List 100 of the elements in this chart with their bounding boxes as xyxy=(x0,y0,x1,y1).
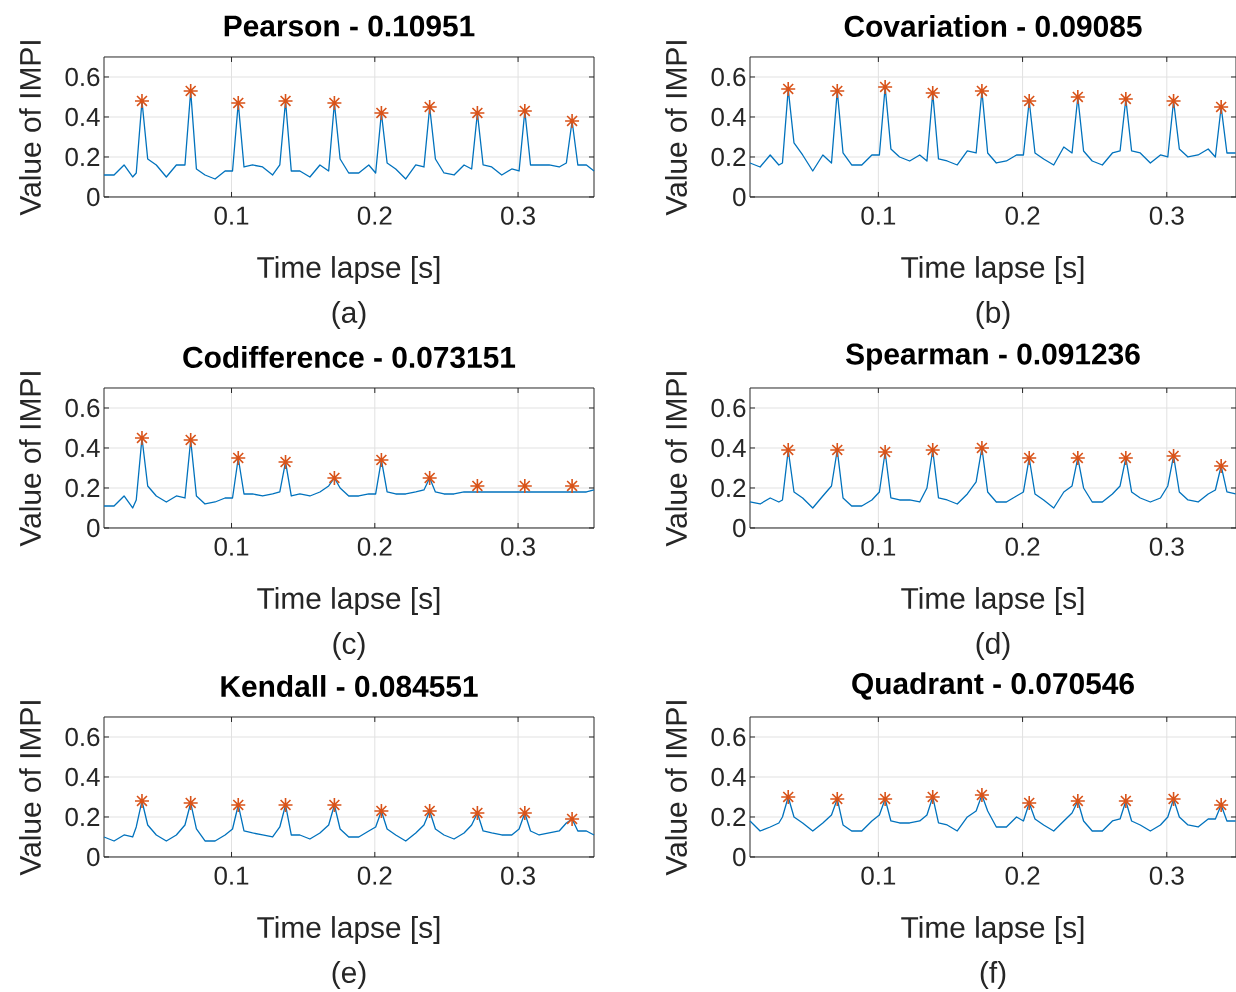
point xyxy=(564,811,580,827)
chart-title: Pearson - 0.10951 xyxy=(224,15,475,37)
point xyxy=(134,793,150,809)
y-axis-title: Value of IMPI xyxy=(19,41,41,216)
point xyxy=(134,93,150,109)
chart-title: Kendall - 0.084551 xyxy=(221,675,478,697)
y-tick-label: 0.6 xyxy=(65,398,100,418)
point xyxy=(517,478,533,494)
point xyxy=(421,99,438,115)
text: (a) xyxy=(332,301,366,329)
y-tick-label: 0.2 xyxy=(711,807,746,827)
point xyxy=(373,452,390,468)
y-tick-label: 0.6 xyxy=(65,727,100,747)
x-tick-label: 0.3 xyxy=(501,537,535,556)
y-axis-title: Value of IMPI xyxy=(665,701,687,876)
point xyxy=(974,83,990,99)
x-tick-label: 0.1 xyxy=(861,206,896,225)
y-tick-label: 0 xyxy=(87,518,100,538)
point xyxy=(517,805,533,821)
x-axis-title: Time lapse [s] xyxy=(901,256,1084,284)
point xyxy=(1213,458,1229,474)
y-tick-label: 0.4 xyxy=(65,438,100,458)
point xyxy=(924,85,941,101)
x-tick-label: 0.3 xyxy=(1149,866,1184,885)
chart-title: Quadrant - 0.070546 xyxy=(852,672,1134,700)
point xyxy=(1070,793,1086,809)
text: (b) xyxy=(976,301,1010,329)
point xyxy=(1021,93,1038,109)
y-axis-title: Value of IMPI xyxy=(19,701,41,876)
point xyxy=(277,454,294,470)
point xyxy=(780,442,797,458)
point xyxy=(1021,795,1038,811)
point xyxy=(877,79,893,95)
y-tick-label: 0.4 xyxy=(711,107,746,127)
y-tick-label: 0.4 xyxy=(711,438,746,458)
point xyxy=(1165,448,1182,464)
x-tick-label: 0.1 xyxy=(214,866,249,885)
x-tick-label: 0.2 xyxy=(1005,537,1040,556)
x-axis-title: Time lapse [s] xyxy=(901,587,1084,615)
x-tick-label: 0.1 xyxy=(861,537,896,556)
y-tick-label: 0.6 xyxy=(711,727,746,747)
point xyxy=(517,103,533,119)
point xyxy=(326,470,343,486)
x-tick-label: 0.3 xyxy=(1149,206,1184,225)
text: (c) xyxy=(333,632,365,660)
point xyxy=(326,797,343,813)
y-tick-label: 0.2 xyxy=(711,147,746,167)
point xyxy=(829,83,846,99)
y-tick-label: 0 xyxy=(87,847,100,867)
x-tick-label: 0.2 xyxy=(357,537,392,556)
text: (f) xyxy=(980,961,1006,989)
point xyxy=(469,105,486,121)
point xyxy=(1118,793,1134,809)
x-axis-title: Time lapse [s] xyxy=(901,916,1084,944)
x-tick-label: 0.2 xyxy=(1005,866,1040,885)
point xyxy=(564,478,580,494)
x-tick-label: 0.2 xyxy=(357,206,392,225)
y-tick-label: 0.6 xyxy=(711,398,746,418)
text: (e) xyxy=(332,961,366,989)
point xyxy=(182,83,199,99)
y-tick-label: 0.4 xyxy=(65,107,100,127)
y-axis-title: Value of IMPI xyxy=(19,372,41,547)
point xyxy=(877,791,893,807)
point xyxy=(924,789,941,805)
y-tick-label: 0 xyxy=(733,187,746,207)
x-tick-label: 0.2 xyxy=(357,866,392,885)
chart-title: Codifference - 0.073151 xyxy=(183,346,516,368)
y-axis-title: Value of IMPI xyxy=(665,41,687,216)
point xyxy=(1165,791,1182,807)
y-tick-label: 0.2 xyxy=(65,147,100,167)
point xyxy=(1070,89,1086,105)
chart-title: Spearman - 0.091236 xyxy=(846,343,1140,371)
point xyxy=(974,787,990,803)
point xyxy=(1118,91,1134,107)
x-axis-title: Time lapse [s] xyxy=(257,587,440,615)
point xyxy=(780,789,797,805)
point xyxy=(421,470,438,486)
y-tick-label: 0 xyxy=(87,187,100,207)
y-tick-label: 0.6 xyxy=(711,67,746,87)
x-axis-title: Time lapse [s] xyxy=(257,256,440,284)
point xyxy=(1118,450,1134,466)
point xyxy=(230,95,247,111)
point xyxy=(326,95,343,111)
point xyxy=(1070,450,1086,466)
point xyxy=(277,93,294,109)
y-axis-title: Value of IMPI xyxy=(665,372,687,547)
point xyxy=(1165,93,1182,109)
point xyxy=(182,795,199,811)
y-tick-label: 0.6 xyxy=(65,67,100,87)
x-tick-label: 0.2 xyxy=(1005,206,1040,225)
point xyxy=(373,105,390,121)
x-tick-label: 0.3 xyxy=(1149,537,1184,556)
point xyxy=(829,791,846,807)
point xyxy=(421,803,438,819)
x-tick-label: 0.1 xyxy=(861,866,896,885)
point xyxy=(373,803,390,819)
x-tick-label: 0.3 xyxy=(501,866,535,885)
point xyxy=(182,432,199,448)
y-tick-label: 0 xyxy=(733,847,746,867)
y-tick-label: 0.2 xyxy=(65,807,100,827)
